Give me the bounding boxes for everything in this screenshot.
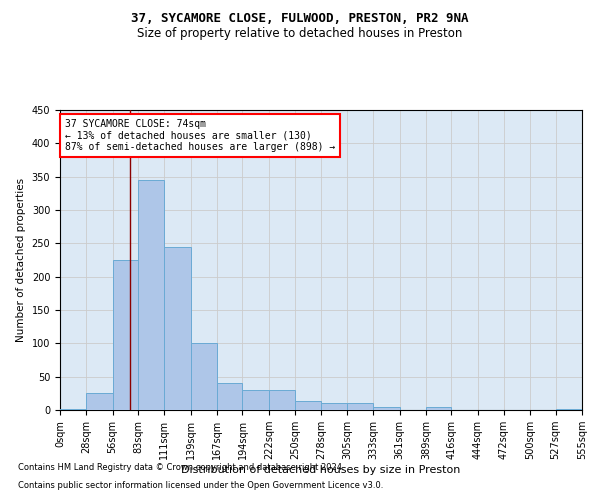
Bar [242, 390, 269, 410]
Bar [191, 344, 217, 410]
Bar [347, 404, 373, 410]
Text: 37 SYCAMORE CLOSE: 74sqm
← 13% of detached houses are smaller (130)
87% of semi-: 37 SYCAMORE CLOSE: 74sqm ← 13% of detach… [65, 119, 335, 152]
Bar [269, 390, 295, 410]
X-axis label: Distribution of detached houses by size in Preston: Distribution of detached houses by size … [181, 465, 461, 475]
Text: Size of property relative to detached houses in Preston: Size of property relative to detached ho… [137, 28, 463, 40]
Bar [86, 394, 113, 410]
Bar [217, 384, 242, 410]
Bar [113, 260, 138, 410]
Text: Contains public sector information licensed under the Open Government Licence v3: Contains public sector information licen… [18, 481, 383, 490]
Bar [138, 180, 164, 410]
Bar [60, 408, 86, 410]
Text: Contains HM Land Registry data © Crown copyright and database right 2024.: Contains HM Land Registry data © Crown c… [18, 464, 344, 472]
Bar [373, 406, 400, 410]
Text: 37, SYCAMORE CLOSE, FULWOOD, PRESTON, PR2 9NA: 37, SYCAMORE CLOSE, FULWOOD, PRESTON, PR… [131, 12, 469, 26]
Bar [322, 404, 347, 410]
Bar [426, 408, 451, 410]
Bar [164, 246, 191, 410]
Y-axis label: Number of detached properties: Number of detached properties [16, 178, 26, 342]
Bar [295, 400, 322, 410]
